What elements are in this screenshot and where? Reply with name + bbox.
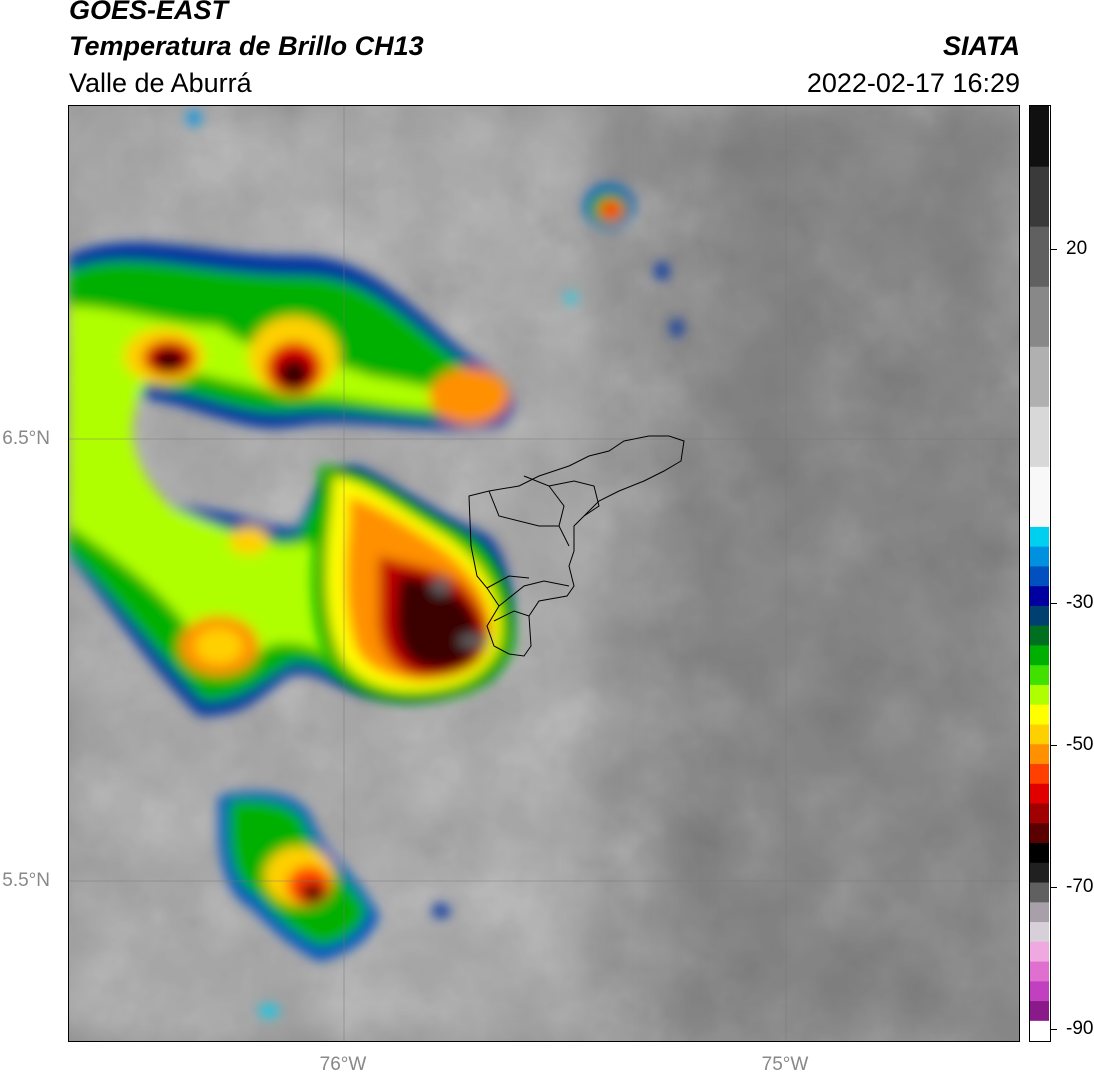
colorbar-label-minus50: -50 — [1066, 734, 1094, 755]
colorbar-segment — [1030, 1020, 1049, 1041]
colorbar-segment — [1030, 346, 1049, 407]
satellite-map — [68, 105, 1020, 1042]
colorbar-segment — [1030, 921, 1049, 942]
colorbar-segment — [1030, 1000, 1049, 1021]
colorbar-segment — [1030, 901, 1049, 923]
colorbar-segment — [1030, 783, 1049, 804]
colorbar — [1029, 105, 1051, 1042]
colorbar-segment — [1030, 286, 1049, 347]
colorbar-segment — [1030, 625, 1049, 646]
colorbar-segment — [1030, 743, 1049, 764]
colorbar-segment — [1030, 802, 1049, 824]
colorbar-segment — [1030, 960, 1049, 982]
south-cell — [219, 792, 379, 961]
colorbar-segment — [1030, 406, 1049, 467]
colorbar-segment — [1030, 166, 1049, 227]
org-label: SIATA — [943, 31, 1020, 61]
colorbar-tick — [1051, 249, 1057, 250]
lon-label-75: 75°W — [761, 1054, 809, 1075]
colorbar-label-minus70: -70 — [1066, 876, 1094, 897]
colorbar-segment — [1030, 526, 1049, 547]
colorbar-segment — [1030, 723, 1049, 745]
colorbar-tick — [1051, 1029, 1057, 1030]
colorbar-gradient — [1030, 106, 1049, 1041]
colorbar-segment — [1030, 822, 1049, 844]
lon-label-76: 76°W — [319, 1054, 367, 1075]
valle-de-aburra-boundary — [468, 435, 685, 657]
colorbar-tick — [1051, 745, 1057, 746]
colorbar-label-minus90: -90 — [1066, 1018, 1094, 1039]
colorbar-segment — [1030, 466, 1049, 527]
colorbar-segment — [1030, 585, 1049, 606]
colorbar-segment — [1030, 862, 1049, 883]
satellite-title: GOES-EAST — [69, 0, 229, 25]
colorbar-segment — [1030, 644, 1049, 666]
colorbar-segment — [1030, 763, 1049, 784]
map-svg — [69, 106, 1019, 1041]
region-label: Valle de Aburrá — [69, 68, 252, 98]
colorbar-segment — [1030, 605, 1049, 626]
lat-label-5-5: 5.5°N — [2, 870, 50, 891]
colorbar-segment — [1030, 565, 1049, 587]
colorbar-segment — [1030, 664, 1049, 685]
lat-label-6-5: 6.5°N — [2, 428, 50, 449]
colorbar-segment — [1030, 881, 1049, 903]
product-title: Temperatura de Brillo CH13 — [69, 31, 424, 61]
north-small-cell — [187, 110, 683, 1017]
datetime-label: 2022-02-17 16:29 — [806, 68, 1020, 98]
colorbar-segment — [1030, 106, 1049, 167]
colorbar-segment — [1030, 704, 1049, 725]
colorbar-segment — [1030, 226, 1049, 287]
colorbar-label-20: 20 — [1066, 238, 1088, 259]
colorbar-tick — [1051, 887, 1057, 888]
colorbar-segment — [1030, 546, 1049, 567]
colorbar-segment — [1030, 684, 1049, 705]
colorbar-tick — [1051, 603, 1057, 604]
grid-lines — [69, 106, 1019, 1041]
colorbar-label-minus30: -30 — [1066, 592, 1094, 613]
colorbar-segment — [1030, 842, 1049, 863]
colorbar-segment — [1030, 941, 1049, 962]
colorbar-segment — [1030, 980, 1049, 1002]
main-convective-cell — [312, 466, 515, 703]
